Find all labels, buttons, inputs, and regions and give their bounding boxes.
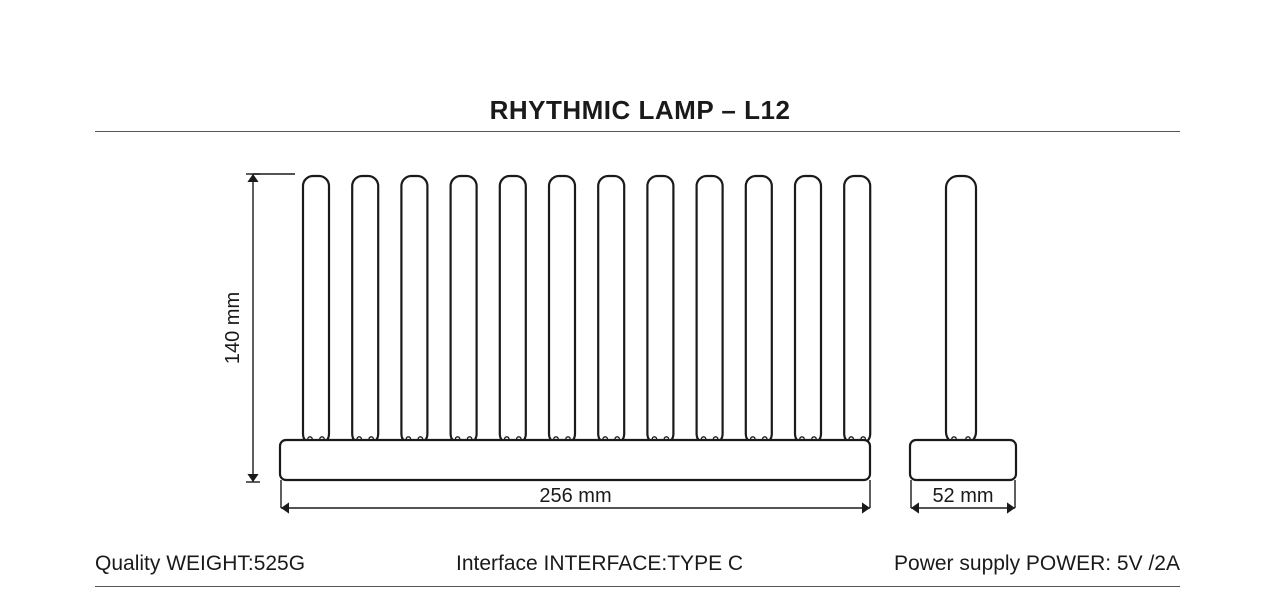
spec-weight: Quality WEIGHT:525G — [95, 552, 305, 576]
svg-text:52 mm: 52 mm — [932, 485, 993, 507]
svg-text:256 mm: 256 mm — [539, 485, 611, 507]
technical-drawing: 140 mm 256 mm 52 mm — [95, 150, 1180, 540]
spec-interface: Interface INTERFACE:TYPE C — [456, 552, 743, 576]
page: RHYTHMIC LAMP – L12 140 mm 256 mm 52 mm Qu… — [0, 0, 1280, 613]
spec-row: Quality WEIGHT:525G Interface INTERFACE:… — [95, 552, 1180, 576]
divider-top — [95, 131, 1180, 132]
svg-text:140 mm: 140 mm — [222, 292, 244, 364]
spec-power: Power supply POWER: 5V /2A — [894, 552, 1180, 576]
divider-bottom — [95, 586, 1180, 587]
product-title: RHYTHMIC LAMP – L12 — [0, 95, 1280, 126]
